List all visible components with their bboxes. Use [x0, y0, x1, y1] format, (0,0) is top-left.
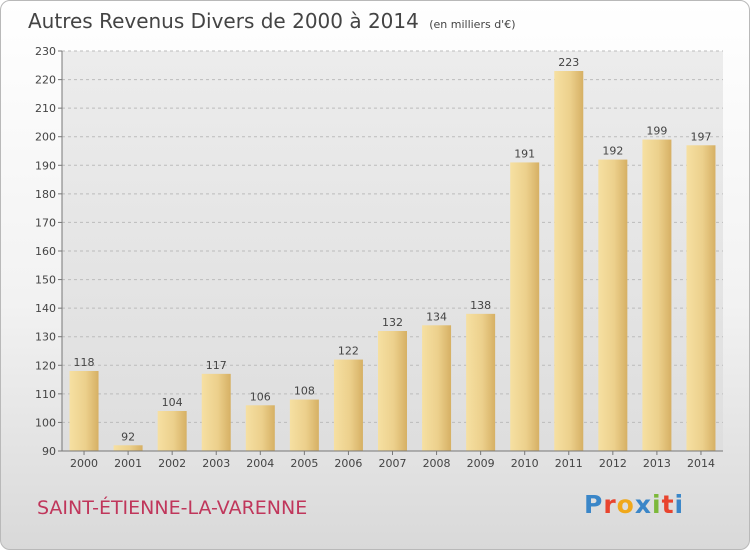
y-tick-label: 110 [35, 388, 56, 401]
data-label-2004: 106 [250, 390, 271, 403]
bar-2013 [642, 139, 672, 452]
data-label-2003: 117 [206, 359, 227, 372]
x-tick-label: 2012 [599, 457, 627, 470]
data-label-2011: 223 [558, 56, 579, 69]
data-label-2014: 197 [690, 130, 711, 143]
y-tick-label: 160 [35, 245, 56, 258]
data-label-2010: 191 [514, 147, 535, 160]
bar-2011 [554, 71, 584, 451]
bar-2000 [69, 371, 99, 451]
x-tick-label: 2010 [511, 457, 539, 470]
x-tick-label: 2002 [158, 457, 186, 470]
bar-2001 [113, 445, 143, 451]
x-tick-label: 2003 [202, 457, 230, 470]
y-tick-label: 90 [42, 445, 56, 458]
bar-2004 [245, 405, 275, 451]
bar-2006 [333, 359, 363, 451]
x-tick-label: 2008 [423, 457, 451, 470]
data-label-2007: 132 [382, 316, 403, 329]
proxiti-logo: Proxiti [584, 490, 684, 519]
y-tick-label: 200 [35, 131, 56, 144]
x-tick-label: 2007 [379, 457, 407, 470]
bar-2010 [510, 162, 540, 451]
title-text: Autres Revenus Divers de 2000 à 2014 [28, 9, 419, 33]
bar-2009 [466, 313, 496, 451]
chart-title: Autres Revenus Divers de 2000 à 2014 (en… [28, 9, 516, 33]
data-label-2012: 192 [602, 145, 623, 158]
logo-letter: i [652, 490, 662, 519]
logo-letter: x [634, 490, 652, 519]
bar-2003 [201, 373, 231, 451]
data-label-2000: 118 [74, 356, 95, 369]
y-tick-label: 220 [35, 74, 56, 87]
data-label-2002: 104 [162, 396, 183, 409]
data-label-2009: 138 [470, 299, 491, 312]
logo-letter: o [616, 490, 635, 519]
data-label-2001: 92 [121, 430, 135, 443]
data-label-2006: 122 [338, 345, 359, 358]
y-tick-label: 120 [35, 359, 56, 372]
commune-name: SAINT-ÉTIENNE-LA-VARENNE [37, 497, 308, 519]
bar-2005 [289, 399, 319, 451]
x-tick-label: 2011 [555, 457, 583, 470]
bar-2014 [686, 145, 716, 452]
x-tick-label: 2009 [467, 457, 495, 470]
y-tick-label: 180 [35, 188, 56, 201]
y-tick-label: 150 [35, 274, 56, 287]
x-tick-label: 2014 [687, 457, 715, 470]
title-unit: (en milliers d'€) [429, 18, 516, 31]
logo-letter: t [661, 490, 675, 519]
data-label-2013: 199 [646, 125, 667, 138]
y-tick-label: 210 [35, 102, 56, 115]
data-label-2008: 134 [426, 310, 447, 323]
x-tick-label: 2006 [334, 457, 362, 470]
y-tick-label: 170 [35, 216, 56, 229]
data-label-2005: 108 [294, 385, 315, 398]
y-tick-label: 190 [35, 159, 56, 172]
x-tick-label: 2004 [246, 457, 274, 470]
y-tick-label: 230 [35, 45, 56, 58]
logo-letter: i [674, 490, 685, 519]
x-tick-label: 2000 [70, 457, 98, 470]
bar-2012 [598, 159, 628, 452]
bar-2007 [378, 331, 407, 451]
x-tick-label: 2013 [643, 457, 671, 470]
bar-2002 [157, 411, 187, 451]
logo-letter: r [603, 490, 617, 519]
y-tick-label: 130 [35, 331, 56, 344]
bar-2008 [422, 325, 452, 451]
y-tick-label: 100 [35, 416, 56, 429]
x-tick-label: 2001 [114, 457, 142, 470]
y-tick-label: 140 [35, 302, 56, 315]
x-tick-label: 2005 [290, 457, 318, 470]
logo-letter: P [584, 490, 604, 519]
